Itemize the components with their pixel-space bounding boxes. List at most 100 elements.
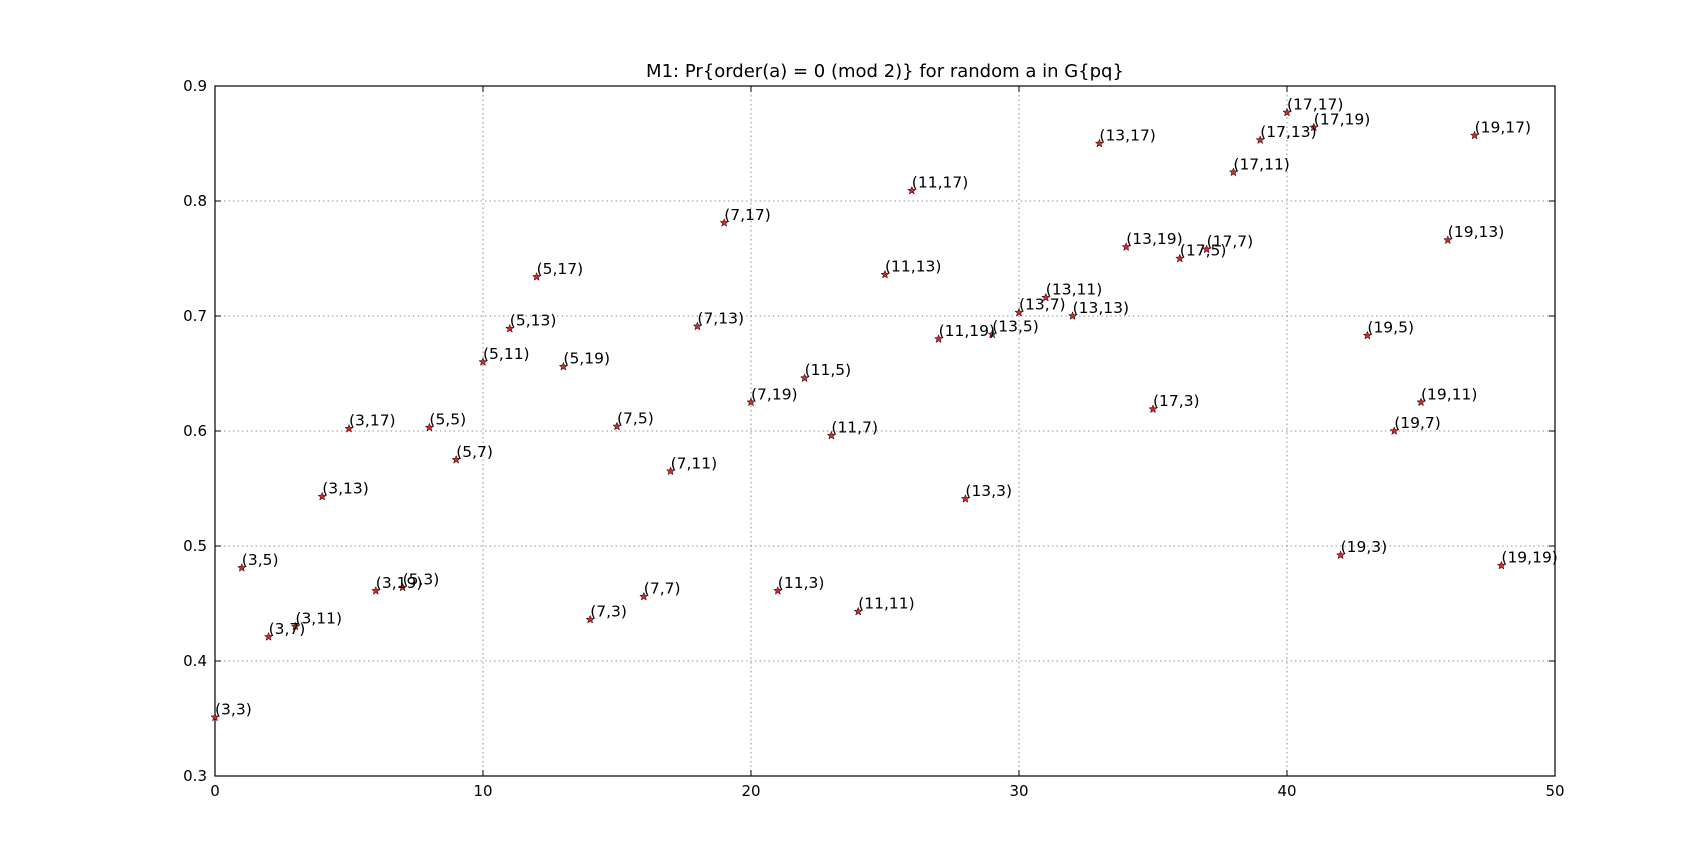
data-point-star — [1469, 130, 1480, 140]
data-point-label: (7,13) — [697, 309, 744, 327]
data-point-star — [290, 621, 301, 631]
data-point-label: (17,3) — [1153, 392, 1200, 410]
data-point-star — [478, 357, 488, 366]
data-point-label: (19,3) — [1341, 538, 1388, 556]
axis-ticks: 0 10 20 30 40 50 0.3 0.4 0.5 0.6 0.7 0.8 0.9 — [183, 77, 1564, 800]
data-point-label: (17,17) — [1287, 95, 1343, 113]
x-tick-label: 50 — [1545, 782, 1564, 800]
x-tick-label: 20 — [741, 782, 760, 800]
data-point-star — [826, 430, 837, 440]
data-point-label: (11,19) — [939, 322, 995, 340]
x-tick-label: 40 — [1277, 782, 1296, 800]
data-point-star — [1443, 235, 1453, 245]
data-point-star — [585, 614, 595, 624]
data-point-label: (7,3) — [590, 603, 627, 621]
data-point-label: (7,17) — [724, 206, 771, 224]
y-tick-label: 0.7 — [183, 307, 207, 325]
data-point-star — [531, 272, 542, 281]
data-point-star — [692, 321, 703, 331]
data-point-label: (7,7) — [644, 580, 681, 598]
data-point-star — [1094, 138, 1105, 148]
data-point-star — [612, 421, 622, 431]
data-point-label: (11,17) — [912, 174, 968, 192]
grid-lines — [215, 86, 1555, 776]
data-point-star — [665, 466, 676, 476]
data-point-label: (13,11) — [1046, 281, 1102, 299]
data-point-star — [746, 397, 756, 407]
data-point-label: (7,5) — [617, 409, 654, 427]
data-point-label: (13,17) — [1099, 127, 1155, 145]
data-point-star — [1121, 242, 1131, 251]
data-point-label: (19,19) — [1501, 549, 1557, 567]
data-point-label: (3,3) — [215, 700, 252, 718]
data-point-label: (17,13) — [1260, 123, 1316, 141]
data-point-label: (17,5) — [1180, 242, 1227, 260]
data-point-label: (13,5) — [992, 317, 1039, 335]
data-point-star — [210, 712, 220, 722]
data-point-label: (13,7) — [1019, 296, 1066, 314]
data-point-star — [344, 423, 354, 433]
data-point-star — [558, 361, 569, 371]
data-point-star — [1067, 311, 1078, 320]
data-point-label: (11,7) — [831, 419, 878, 437]
data-point-star — [933, 334, 944, 343]
data-point-label: (5,13) — [510, 312, 557, 330]
y-tick-label: 0.4 — [183, 652, 207, 670]
data-point-label: (13,13) — [1073, 299, 1129, 317]
data-point-label: (3,11) — [295, 610, 342, 628]
data-point-label: (5,11) — [483, 345, 530, 363]
data-point-label: (5,5) — [429, 411, 466, 429]
data-point-label: (11,13) — [885, 258, 941, 276]
data-point-label: (17,7) — [1207, 232, 1254, 250]
data-point-star — [505, 323, 515, 333]
data-point-star — [1255, 135, 1265, 145]
data-point-label: (5,7) — [456, 443, 493, 461]
data-point-star — [451, 454, 461, 464]
data-point-star — [263, 631, 274, 641]
data-point-star — [880, 269, 890, 279]
data-point-star — [1309, 122, 1319, 132]
data-point-star — [397, 582, 408, 592]
data-point-star — [424, 422, 435, 432]
data-point-star — [1041, 292, 1051, 302]
data-point-label: (5,3) — [403, 570, 440, 588]
data-point-label: (3,5) — [242, 551, 279, 569]
data-point-label: (3,17) — [349, 412, 396, 430]
data-point-label: (7,19) — [751, 385, 798, 403]
data-point-label: (11,5) — [805, 361, 852, 379]
data-point-label: (19,5) — [1367, 319, 1414, 337]
data-point-label: (3,19) — [376, 574, 423, 592]
data-point-star — [987, 329, 997, 339]
y-tick-label: 0.8 — [183, 192, 207, 210]
x-tick-label: 30 — [1009, 782, 1028, 800]
data-point-star — [799, 373, 810, 383]
data-point-label: (13,19) — [1126, 230, 1182, 248]
y-tick-label: 0.5 — [183, 537, 207, 555]
data-point-star — [1228, 167, 1239, 177]
data-point-label: (17,19) — [1314, 110, 1370, 128]
y-tick-label: 0.6 — [183, 422, 207, 440]
data-point-label: (5,17) — [537, 260, 584, 278]
data-point-label: (11,3) — [778, 574, 825, 592]
data-point-star — [1282, 107, 1292, 117]
data-point-star — [371, 585, 381, 595]
data-point-star — [237, 562, 247, 572]
data-point-star — [719, 217, 729, 227]
data-point-label: (3,13) — [322, 480, 369, 498]
data-point-star — [960, 493, 971, 503]
data-point-star — [853, 606, 863, 616]
data-point-label: (11,11) — [858, 595, 914, 613]
x-tick-label: 0 — [210, 782, 220, 800]
data-point-label: (19,13) — [1448, 223, 1504, 241]
data-point-label: (19,11) — [1421, 385, 1477, 403]
data-point-star — [1362, 330, 1373, 340]
data-point-star — [773, 585, 783, 595]
data-point-label: (5,19) — [563, 350, 610, 368]
data-point-star — [1148, 404, 1158, 414]
data-point-star — [1014, 307, 1024, 317]
data-point-star — [907, 185, 917, 195]
data-point-star — [317, 491, 327, 501]
y-tick-label: 0.9 — [183, 77, 207, 95]
data-point-label: (17,11) — [1233, 155, 1289, 173]
